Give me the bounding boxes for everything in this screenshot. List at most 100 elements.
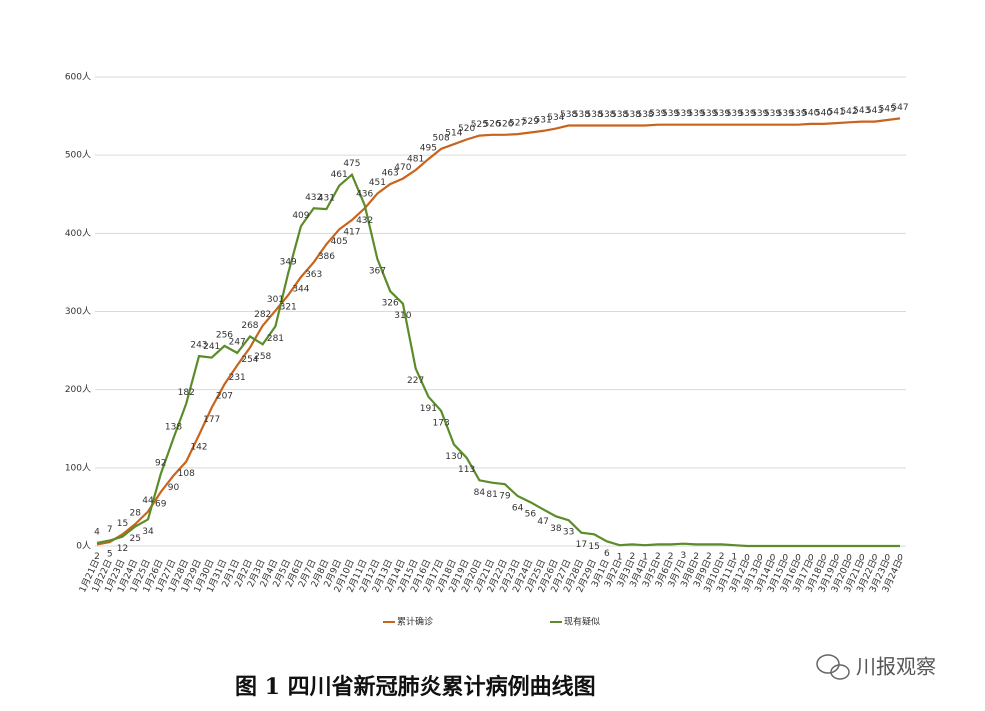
data-label: 227 bbox=[407, 376, 424, 386]
data-label: 543 bbox=[853, 106, 870, 116]
data-label: 17 bbox=[576, 540, 587, 550]
data-label: 142 bbox=[190, 443, 207, 453]
data-label: 538 bbox=[624, 110, 641, 120]
data-label: 0 bbox=[770, 554, 776, 564]
chart-title: 图 1 四川省新冠肺炎累计病例曲线图 bbox=[235, 674, 596, 700]
data-label: 526 bbox=[496, 119, 513, 129]
data-label: 539 bbox=[662, 109, 679, 119]
data-label: 256 bbox=[216, 330, 233, 340]
data-label: 321 bbox=[280, 303, 297, 313]
data-label: 15 bbox=[117, 519, 128, 529]
data-label: 326 bbox=[382, 299, 399, 309]
data-label: 409 bbox=[292, 211, 309, 221]
data-label: 2 bbox=[693, 552, 699, 562]
data-label: 69 bbox=[155, 500, 167, 510]
data-label: 531 bbox=[535, 115, 552, 125]
data-label: 539 bbox=[764, 109, 781, 119]
data-label: 0 bbox=[744, 554, 750, 564]
data-label: 173 bbox=[433, 418, 450, 428]
data-label: 540 bbox=[815, 108, 832, 118]
data-label: 0 bbox=[757, 554, 763, 564]
data-label: 3 bbox=[680, 551, 686, 561]
data-label: 0 bbox=[833, 554, 839, 564]
data-label: 436 bbox=[356, 190, 373, 200]
data-label: 481 bbox=[407, 155, 424, 165]
data-label: 7 bbox=[107, 525, 113, 535]
data-label: 12 bbox=[117, 544, 128, 554]
data-label: 2 bbox=[668, 552, 674, 562]
data-label: 2 bbox=[706, 552, 712, 562]
data-label: 539 bbox=[675, 109, 692, 119]
data-label: 0 bbox=[884, 554, 890, 564]
data-label: 538 bbox=[573, 110, 590, 120]
data-label: 301 bbox=[267, 295, 284, 305]
data-label: 0 bbox=[859, 554, 865, 564]
data-label: 84 bbox=[474, 488, 486, 498]
data-label: 432 bbox=[305, 193, 322, 203]
data-label: 44 bbox=[142, 496, 154, 506]
data-label: 247 bbox=[229, 337, 246, 347]
data-label: 113 bbox=[458, 465, 475, 475]
data-label: 539 bbox=[700, 109, 717, 119]
data-label: 545 bbox=[879, 104, 896, 114]
data-label: 520 bbox=[458, 124, 475, 134]
data-label: 432 bbox=[356, 216, 373, 226]
data-label: 0 bbox=[782, 554, 788, 564]
data-label: 0 bbox=[808, 554, 814, 564]
data-label: 547 bbox=[891, 103, 908, 113]
data-label: 527 bbox=[509, 119, 526, 129]
data-label: 451 bbox=[369, 178, 386, 188]
data-label: 6 bbox=[604, 549, 610, 559]
data-label: 231 bbox=[229, 373, 246, 383]
data-label: 64 bbox=[512, 503, 524, 513]
data-label: 2 bbox=[629, 552, 635, 562]
data-label: 405 bbox=[331, 237, 348, 247]
data-label: 5 bbox=[107, 550, 113, 560]
data-label: 461 bbox=[331, 170, 348, 180]
data-label: 2 bbox=[655, 552, 661, 562]
data-label: 28 bbox=[130, 509, 142, 519]
data-label: 417 bbox=[343, 228, 360, 238]
data-label: 363 bbox=[305, 270, 322, 280]
data-label: 475 bbox=[343, 159, 360, 169]
y-tick-label: 400人 bbox=[65, 228, 91, 239]
y-tick-label: 0人 bbox=[76, 541, 91, 552]
data-label: 539 bbox=[687, 109, 704, 119]
data-label: 538 bbox=[598, 110, 615, 120]
data-label: 90 bbox=[168, 483, 180, 493]
data-label: 1 bbox=[617, 553, 623, 563]
data-label: 525 bbox=[471, 120, 488, 130]
data-label: 0 bbox=[795, 554, 801, 564]
data-label: 463 bbox=[382, 169, 399, 179]
legend-label: 现有疑似 bbox=[564, 616, 600, 628]
y-tick-label: 600人 bbox=[65, 72, 91, 83]
data-label: 108 bbox=[178, 469, 195, 479]
data-label: 538 bbox=[611, 110, 628, 120]
data-label: 542 bbox=[840, 107, 857, 117]
data-label: 92 bbox=[155, 459, 166, 469]
wechat-icon bbox=[830, 664, 850, 680]
y-tick-label: 100人 bbox=[65, 462, 91, 473]
data-label: 15 bbox=[588, 542, 599, 552]
data-label: 130 bbox=[445, 452, 462, 462]
data-label: 254 bbox=[241, 355, 258, 365]
data-label: 79 bbox=[499, 492, 511, 502]
watermark-text: 川报观察 bbox=[856, 655, 936, 679]
data-label: 258 bbox=[254, 352, 271, 362]
data-label: 310 bbox=[394, 311, 411, 321]
data-label: 241 bbox=[203, 342, 220, 352]
data-label: 386 bbox=[318, 252, 335, 262]
data-label: 81 bbox=[486, 490, 497, 500]
data-label: 25 bbox=[130, 534, 141, 544]
data-label: 2 bbox=[94, 552, 100, 562]
data-label: 539 bbox=[738, 109, 755, 119]
y-tick-label: 500人 bbox=[65, 150, 91, 161]
data-label: 543 bbox=[866, 106, 883, 116]
data-label: 539 bbox=[649, 109, 666, 119]
data-label: 508 bbox=[433, 133, 450, 143]
data-label: 539 bbox=[726, 109, 743, 119]
data-label: 2 bbox=[719, 552, 725, 562]
data-label: 1 bbox=[642, 553, 648, 563]
data-label: 34 bbox=[142, 527, 154, 537]
data-label: 0 bbox=[821, 554, 827, 564]
